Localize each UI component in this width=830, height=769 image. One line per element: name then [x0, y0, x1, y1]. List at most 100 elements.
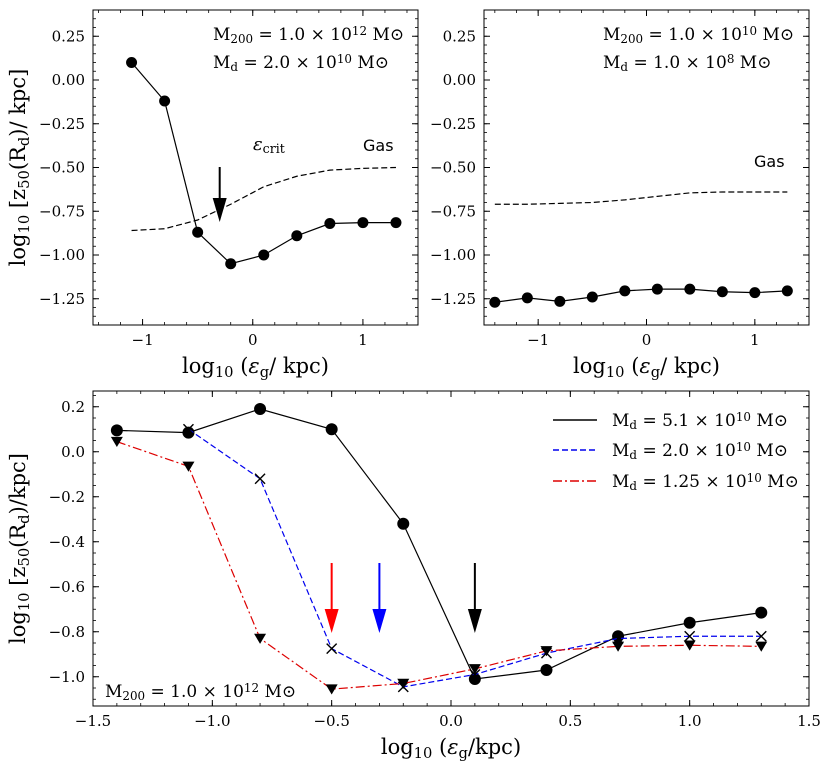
data-point-circle — [397, 517, 410, 530]
data-point-circle — [521, 292, 533, 304]
top-right-panel: −1 0 1 0.25 0.00 −0.25 −0.50 −0.75 −1.00 −1.25 log… — [430, 9, 810, 381]
arrow-head — [212, 198, 227, 222]
y-tick-label: 0.2 — [61, 398, 85, 416]
series-line — [131, 62, 396, 265]
y-tick-label: 0.0 — [61, 443, 85, 461]
x-tick-label: −1.0 — [194, 712, 230, 730]
data-point-x — [254, 473, 266, 485]
data-point-triangle — [254, 633, 267, 644]
annotation-eps-crit: εcrit — [253, 134, 285, 156]
y-tick-label: −0.2 — [49, 488, 85, 506]
legend-label: Md = 5.1 × 1010 M⊙ — [612, 410, 788, 432]
data-point-circle — [192, 226, 204, 238]
x-axis-label: log10 (εg/ kpc) — [573, 354, 720, 381]
data-point-triangle — [540, 646, 553, 657]
data-point-x — [469, 669, 481, 680]
annotation-halo-mass: M200 = 1.0 × 1010 M⊙ — [603, 24, 794, 46]
data-point-circle — [540, 664, 553, 676]
y-tick-label: −0.50 — [39, 159, 85, 177]
series-line — [131, 166, 396, 232]
data-point-circle — [258, 249, 270, 261]
data-point-triangle — [182, 461, 195, 472]
y-tick-label: −1.25 — [430, 290, 476, 308]
data-point-circle — [324, 218, 336, 229]
data-point-triangle — [683, 640, 696, 651]
arrow-head — [467, 609, 482, 633]
legend: Md = 5.1 × 1010 M⊙ Md = 2.0 × 1010 M⊙ Md =… — [553, 410, 799, 493]
y-axis-label: log10 [z50(Rd)/ kpc] — [6, 69, 33, 267]
data-point-circle — [716, 286, 728, 298]
y-tick-label: 0.25 — [52, 27, 85, 45]
data-point-circle — [254, 403, 267, 415]
x-tick-label: 1 — [750, 331, 760, 349]
legend-label: Md = 2.0 × 1010 M⊙ — [612, 440, 788, 462]
y-tick-label: 0.00 — [52, 71, 85, 89]
x-tick-label: 1.5 — [797, 712, 821, 730]
x-tick-label: 0.0 — [439, 712, 463, 730]
annotation-halo-mass: M200 = 1.0 × 1012 M⊙ — [105, 681, 296, 703]
x-tick-label: 0.5 — [558, 712, 582, 730]
series-line — [494, 288, 788, 303]
data-point-x — [326, 643, 338, 655]
y-tick-label: −0.8 — [49, 623, 85, 641]
data-point-circle — [468, 673, 481, 685]
y-tick-label: −0.25 — [430, 115, 476, 133]
y-tick-label: −1.00 — [430, 246, 476, 264]
y-tick-label: 0.00 — [443, 71, 476, 89]
x-tick-label: 1 — [358, 331, 368, 349]
bottom-panel: −1.5 −1.0 −0.5 0.0 0.5 1.0 1.5 0.2 0.0 −0.2 −0.4 −0… — [6, 390, 821, 762]
annotation-halo-mass: M200 = 1.0 × 1012 M⊙ — [213, 24, 404, 46]
plot-frame — [92, 390, 810, 707]
data-point-circle — [684, 283, 696, 295]
data-point-circle — [291, 230, 303, 242]
x-axis-label: log10 (εg/ kpc) — [182, 354, 329, 381]
y-tick-label: −0.50 — [430, 159, 476, 177]
y-tick-label: −1.25 — [39, 290, 85, 308]
y-tick-label: −0.75 — [39, 202, 85, 220]
data-point-circle — [325, 423, 338, 436]
y-tick-label: −0.6 — [49, 578, 85, 596]
data-point-circle — [489, 296, 501, 308]
data-point-x — [755, 630, 767, 642]
data-point-triangle — [110, 436, 123, 448]
data-point-x — [182, 423, 194, 435]
data-point-circle — [586, 291, 598, 303]
data-point-circle — [390, 217, 402, 229]
data-point-triangle — [612, 641, 625, 652]
x-tick-label: 1.0 — [678, 712, 702, 730]
data-point-x — [684, 630, 696, 642]
data-point-circle — [619, 285, 631, 297]
data-point-circle — [749, 287, 761, 299]
data-point-triangle — [755, 641, 768, 652]
data-point-circle — [554, 295, 566, 307]
x-tick-label: 0 — [642, 331, 652, 349]
data-point-circle — [651, 283, 663, 295]
data-point-circle — [182, 426, 195, 439]
y-tick-label: −0.4 — [49, 533, 85, 551]
x-tick-label: −1.5 — [75, 712, 111, 730]
data-point-circle — [755, 606, 768, 619]
annotation-gas: Gas — [754, 152, 785, 171]
y-axis-label: log10 [z50(Rd)/kpc] — [6, 453, 33, 644]
data-point-triangle — [397, 678, 410, 689]
y-tick-label: −1.0 — [49, 668, 85, 686]
data-point-triangle — [325, 684, 338, 695]
data-point-circle — [110, 424, 123, 437]
x-axis-label: log10 (εg/kpc) — [381, 735, 521, 762]
annotation-disk-mass: Md = 2.0 × 1010 M⊙ — [213, 52, 389, 74]
y-tick-label: 0.25 — [443, 27, 476, 45]
y-tick-label: −0.25 — [39, 115, 85, 133]
arrow-head — [324, 609, 339, 633]
data-point-circle — [612, 630, 625, 643]
top-left-panel: −1 0 1 0.25 0.00 −0.25 −0.50 −0.75 −1.00 −1.25 log… — [6, 9, 419, 381]
x-tick-label: 0 — [248, 331, 258, 349]
data-point-circle — [225, 258, 237, 270]
annotation-disk-mass: Md = 1.0 × 108 M⊙ — [603, 52, 771, 74]
legend-label: Md = 1.25 × 1010 M⊙ — [612, 471, 799, 493]
y-tick-label: −0.75 — [430, 202, 476, 220]
series-line — [116, 441, 762, 690]
x-tick-label: −1 — [132, 331, 154, 349]
annotation-gas: Gas — [363, 136, 394, 155]
data-point-circle — [159, 95, 171, 107]
